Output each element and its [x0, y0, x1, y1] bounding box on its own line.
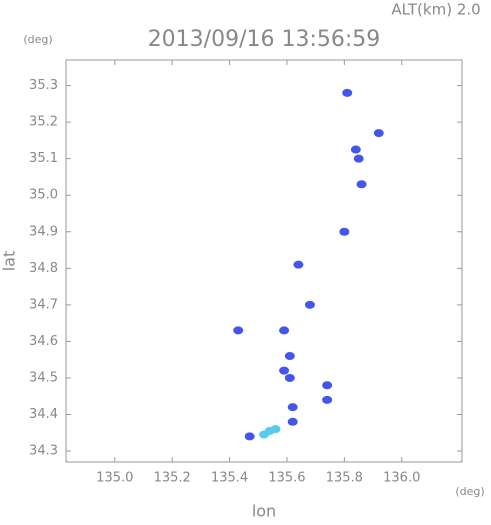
echo	[244, 432, 255, 441]
echo	[373, 129, 384, 138]
y-tick-label: 34.7	[29, 297, 58, 312]
y-tick-label: 34.3	[29, 444, 58, 459]
x-tick-label: 135.0	[96, 471, 133, 486]
y-tick-label: 35.1	[29, 151, 58, 166]
y-tick-label: 35.2	[29, 115, 58, 130]
y-axis-label: lat	[0, 251, 19, 272]
echo	[233, 326, 244, 335]
x-tick-label: 135.2	[154, 471, 191, 486]
echo	[339, 227, 350, 236]
y-tick-label: 35.3	[29, 78, 58, 93]
echo	[284, 352, 295, 361]
y-tick-label: 34.6	[29, 334, 58, 349]
y-tick-label: 34.9	[29, 224, 58, 239]
echo	[342, 88, 353, 97]
y-unit: (deg)	[23, 33, 52, 46]
x-tick-label: 135.4	[211, 471, 248, 486]
echo	[322, 395, 333, 404]
y-tick-label: 34.5	[29, 370, 58, 385]
x-tick-label: 136.0	[383, 471, 420, 486]
x-tick-label: 135.6	[268, 471, 305, 486]
x-unit: (deg)	[455, 485, 484, 498]
y-tick-label: 34.4	[29, 407, 58, 422]
echo	[353, 154, 364, 163]
echo	[322, 381, 333, 390]
y-tick-label: 35.0	[29, 188, 58, 203]
echo	[270, 425, 281, 434]
plot-frame	[65, 59, 463, 463]
echo	[293, 260, 304, 269]
echo	[356, 180, 367, 189]
x-tick-label: 135.8	[326, 471, 363, 486]
altitude-label: ALT(km) 2.0	[391, 1, 480, 19]
echo	[350, 145, 361, 154]
y-tick-label: 34.8	[29, 261, 58, 276]
x-axis-label: lon	[252, 502, 276, 521]
echo	[287, 403, 298, 412]
echo	[304, 300, 315, 309]
chart-title: 2013/09/16 13:56:59	[148, 27, 381, 52]
echo	[279, 326, 290, 335]
echo	[284, 373, 295, 382]
echo	[287, 417, 298, 426]
echo	[279, 366, 290, 375]
